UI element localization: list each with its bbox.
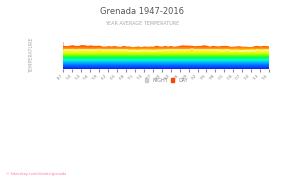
- Text: Grenada 1947-2016: Grenada 1947-2016: [100, 7, 184, 16]
- Y-axis label: TEMPERATURE: TEMPERATURE: [29, 38, 34, 73]
- Text: YEAR AVERAGE TEMPERATURE: YEAR AVERAGE TEMPERATURE: [105, 21, 179, 26]
- Legend: NIGHT, DAY: NIGHT, DAY: [143, 76, 190, 84]
- Text: © hikersbay.com/climate/grenada: © hikersbay.com/climate/grenada: [6, 172, 66, 176]
